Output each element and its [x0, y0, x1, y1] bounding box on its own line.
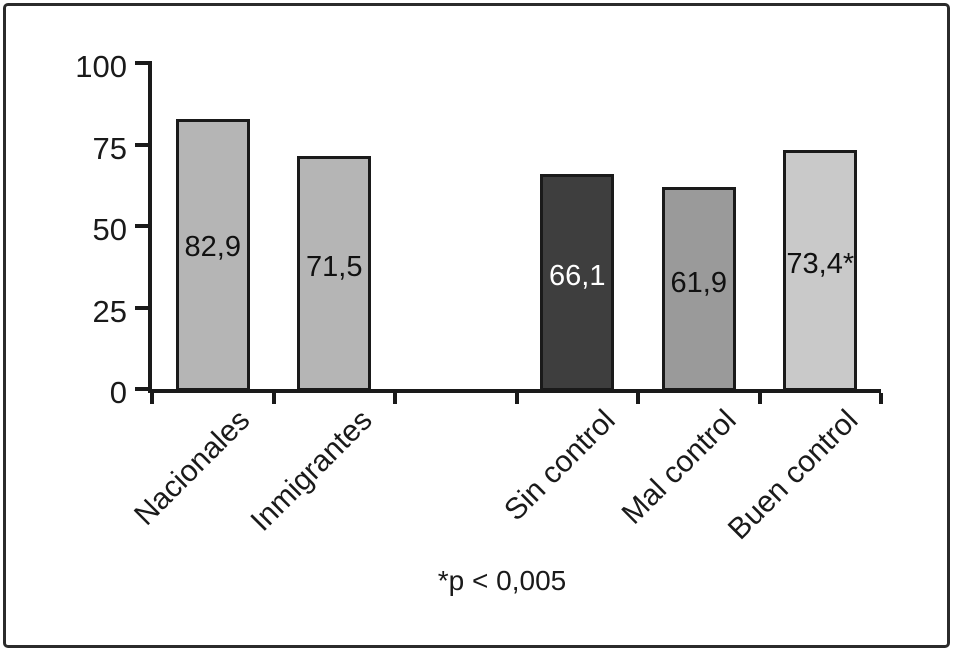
category-label-inmigrantes: Inmigrantes: [243, 403, 379, 538]
category-label-nacionales: Nacionales: [128, 403, 257, 532]
y-axis-tick: [135, 305, 148, 310]
y-axis-line: [148, 61, 152, 393]
bar-inmigrantes: 71,5: [297, 155, 372, 391]
y-axis-tick-label: 0: [109, 375, 127, 410]
y-axis-tick: [135, 61, 148, 65]
x-axis-line: [148, 389, 881, 393]
x-axis-tick: [393, 393, 397, 404]
x-axis-tick: [271, 393, 276, 404]
y-axis-tick-label: 100: [75, 49, 127, 84]
significance-footnote: *p < 0,005: [437, 565, 567, 596]
x-axis-tick: [514, 393, 519, 404]
bar-value-label: 61,9: [670, 266, 727, 299]
category-label-mal-control: Mal control: [615, 403, 743, 531]
y-axis-tick: [135, 224, 148, 228]
category-label-buen-control: Buen control: [721, 403, 865, 547]
bar-value-label: 71,5: [306, 250, 363, 283]
y-axis-tick-label: 25: [92, 293, 127, 329]
bar-value-label: 66,1: [549, 259, 606, 292]
y-axis-tick-label: 50: [92, 212, 127, 247]
x-axis-tick: [757, 393, 762, 404]
bar-mal-control: 61,9: [661, 187, 736, 391]
bar-sin-control: 66,1: [540, 173, 615, 391]
bar-nacionales: 82,9: [175, 118, 250, 391]
y-axis-tick-label: 75: [92, 130, 127, 166]
x-axis-tick: [879, 393, 883, 404]
bar-value-label: 82,9: [184, 230, 241, 263]
bar-buen-control: 73,4*: [783, 149, 858, 391]
x-axis-tick: [150, 393, 154, 404]
y-axis-tick: [135, 387, 148, 391]
y-axis-tick: [135, 142, 148, 147]
category-label-sin-control: Sin control: [497, 403, 622, 528]
x-axis-tick: [636, 393, 640, 404]
bar-value-label: 73,4*: [786, 247, 855, 280]
